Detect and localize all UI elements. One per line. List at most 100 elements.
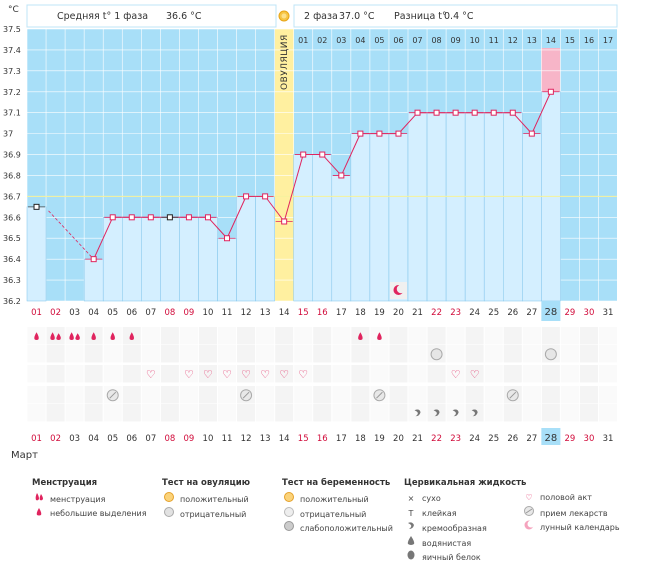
- heart-icon: ♡: [146, 368, 156, 381]
- date-label: 13: [260, 308, 271, 318]
- temperature-bar: [445, 112, 466, 302]
- phase1-avg-value: 36.6 °C: [166, 11, 202, 22]
- legend-title-menstruation: Менструация: [32, 478, 98, 488]
- temperature-point: [243, 193, 250, 200]
- y-tick-label: 37.4: [3, 46, 21, 55]
- cycle-day-label: 07: [412, 36, 422, 45]
- icon-cell: [579, 345, 598, 363]
- icon-cell: [522, 345, 541, 363]
- temperature-bar: [426, 112, 447, 302]
- temperature-point: [338, 172, 345, 179]
- icon-cell: [179, 345, 198, 363]
- icon-cell: [141, 327, 160, 345]
- y-tick-label: 37.1: [3, 109, 21, 118]
- icon-cell: [218, 327, 237, 345]
- date-label: 12: [241, 308, 252, 318]
- y-tick-label: 37: [3, 130, 13, 139]
- icon-cell: [218, 404, 237, 422]
- legend-item: отрицательный: [300, 509, 367, 519]
- moon-icon: [522, 520, 536, 536]
- icon-cell: [141, 404, 160, 422]
- temperature-point: [547, 88, 554, 95]
- icon-cell: [141, 386, 160, 404]
- creamy-icon: [471, 409, 478, 417]
- date-label-bottom: 09: [184, 434, 195, 444]
- temperature-point: [357, 130, 364, 137]
- icon-cell: [65, 404, 84, 422]
- cycle-day-label: 12: [508, 36, 518, 45]
- temperature-point: [204, 214, 211, 221]
- icon-cell: [84, 386, 103, 404]
- temperature-point: [528, 130, 535, 137]
- date-label-bottom: 21: [412, 434, 423, 444]
- icon-cell: [313, 345, 332, 363]
- icon-cell: [332, 345, 351, 363]
- icon-cell: [465, 365, 484, 383]
- icon-cell: [275, 365, 294, 383]
- icon-cell: [84, 365, 103, 383]
- ovulation-label: ОВУЛЯЦИЯ: [280, 34, 290, 90]
- icon-cell: [560, 365, 579, 383]
- icon-cell: [332, 365, 351, 383]
- date-label: 14: [279, 308, 290, 318]
- creamy-icon: [452, 409, 459, 417]
- temperature-point: [300, 151, 307, 158]
- cycle-day-label: 15: [565, 36, 575, 45]
- legend-item: слабоположительный: [300, 524, 393, 533]
- date-label: 10: [203, 308, 214, 318]
- icon-cell: [351, 404, 370, 422]
- y-tick-label: 36.7: [3, 192, 21, 201]
- icon-cell: [46, 345, 65, 363]
- temperature-bar: [255, 196, 275, 302]
- date-label-bottom: 18: [355, 434, 366, 444]
- legend-item: небольшие выделения: [50, 508, 147, 518]
- temperature-line: [207, 216, 228, 239]
- icon-cell: [294, 365, 313, 383]
- legend-title-pregnancy: Тест на беременность: [282, 478, 391, 488]
- heart-icon: ♡: [279, 368, 289, 381]
- icon-cell: [332, 327, 351, 345]
- pill-line: [109, 391, 117, 399]
- temp-diff-label: Разница t°: [394, 11, 447, 22]
- icon-cell: [65, 345, 84, 363]
- legend-item: лунный календарь: [540, 523, 620, 532]
- temperature-line: [340, 133, 361, 176]
- cycle-day-label: 13: [527, 36, 537, 45]
- temperature-bar: [331, 175, 352, 302]
- icon-cell: [46, 386, 65, 404]
- icon-cell: [275, 404, 294, 422]
- icon-cell: [484, 327, 503, 345]
- cycle-day-label: 04: [355, 36, 365, 45]
- icon-cell: [560, 327, 579, 345]
- test-negative-icon: [544, 348, 557, 361]
- cycle-day-label: 16: [584, 36, 594, 45]
- drop-small-icon: [34, 332, 39, 340]
- temp-diff-value: 0.4 °C: [444, 11, 474, 22]
- icon-cell: [237, 404, 256, 422]
- legend-item: яичный белок: [422, 553, 481, 562]
- drop-small-icon: [32, 507, 46, 522]
- icon-cell: [313, 365, 332, 383]
- icon-cell: [141, 345, 160, 363]
- temperature-point: [147, 214, 154, 221]
- icon-cell: [313, 327, 332, 345]
- icon-cell: [65, 386, 84, 404]
- legend-item: клейкая: [422, 508, 457, 518]
- icon-cell: [389, 404, 408, 422]
- date-label-bottom: 08: [164, 434, 175, 444]
- icon-cell: [522, 365, 541, 383]
- icon-cell: [560, 404, 579, 422]
- legend: Менструация менструация небольшие выделе…: [0, 478, 655, 587]
- icon-cell: [27, 365, 46, 383]
- icon-cell: [446, 365, 465, 383]
- phase1-avg-label: Средняя t° 1 фаза: [57, 11, 148, 22]
- drop-small-icon: [91, 332, 96, 340]
- date-label-bottom: 02: [50, 434, 61, 444]
- preg-weak-icon: [282, 521, 296, 537]
- icon-cell: [46, 404, 65, 422]
- icon-cell: [198, 327, 217, 345]
- legend-item: половой акт: [540, 493, 592, 502]
- temperature-line: [512, 112, 533, 134]
- icon-cell: [351, 386, 370, 404]
